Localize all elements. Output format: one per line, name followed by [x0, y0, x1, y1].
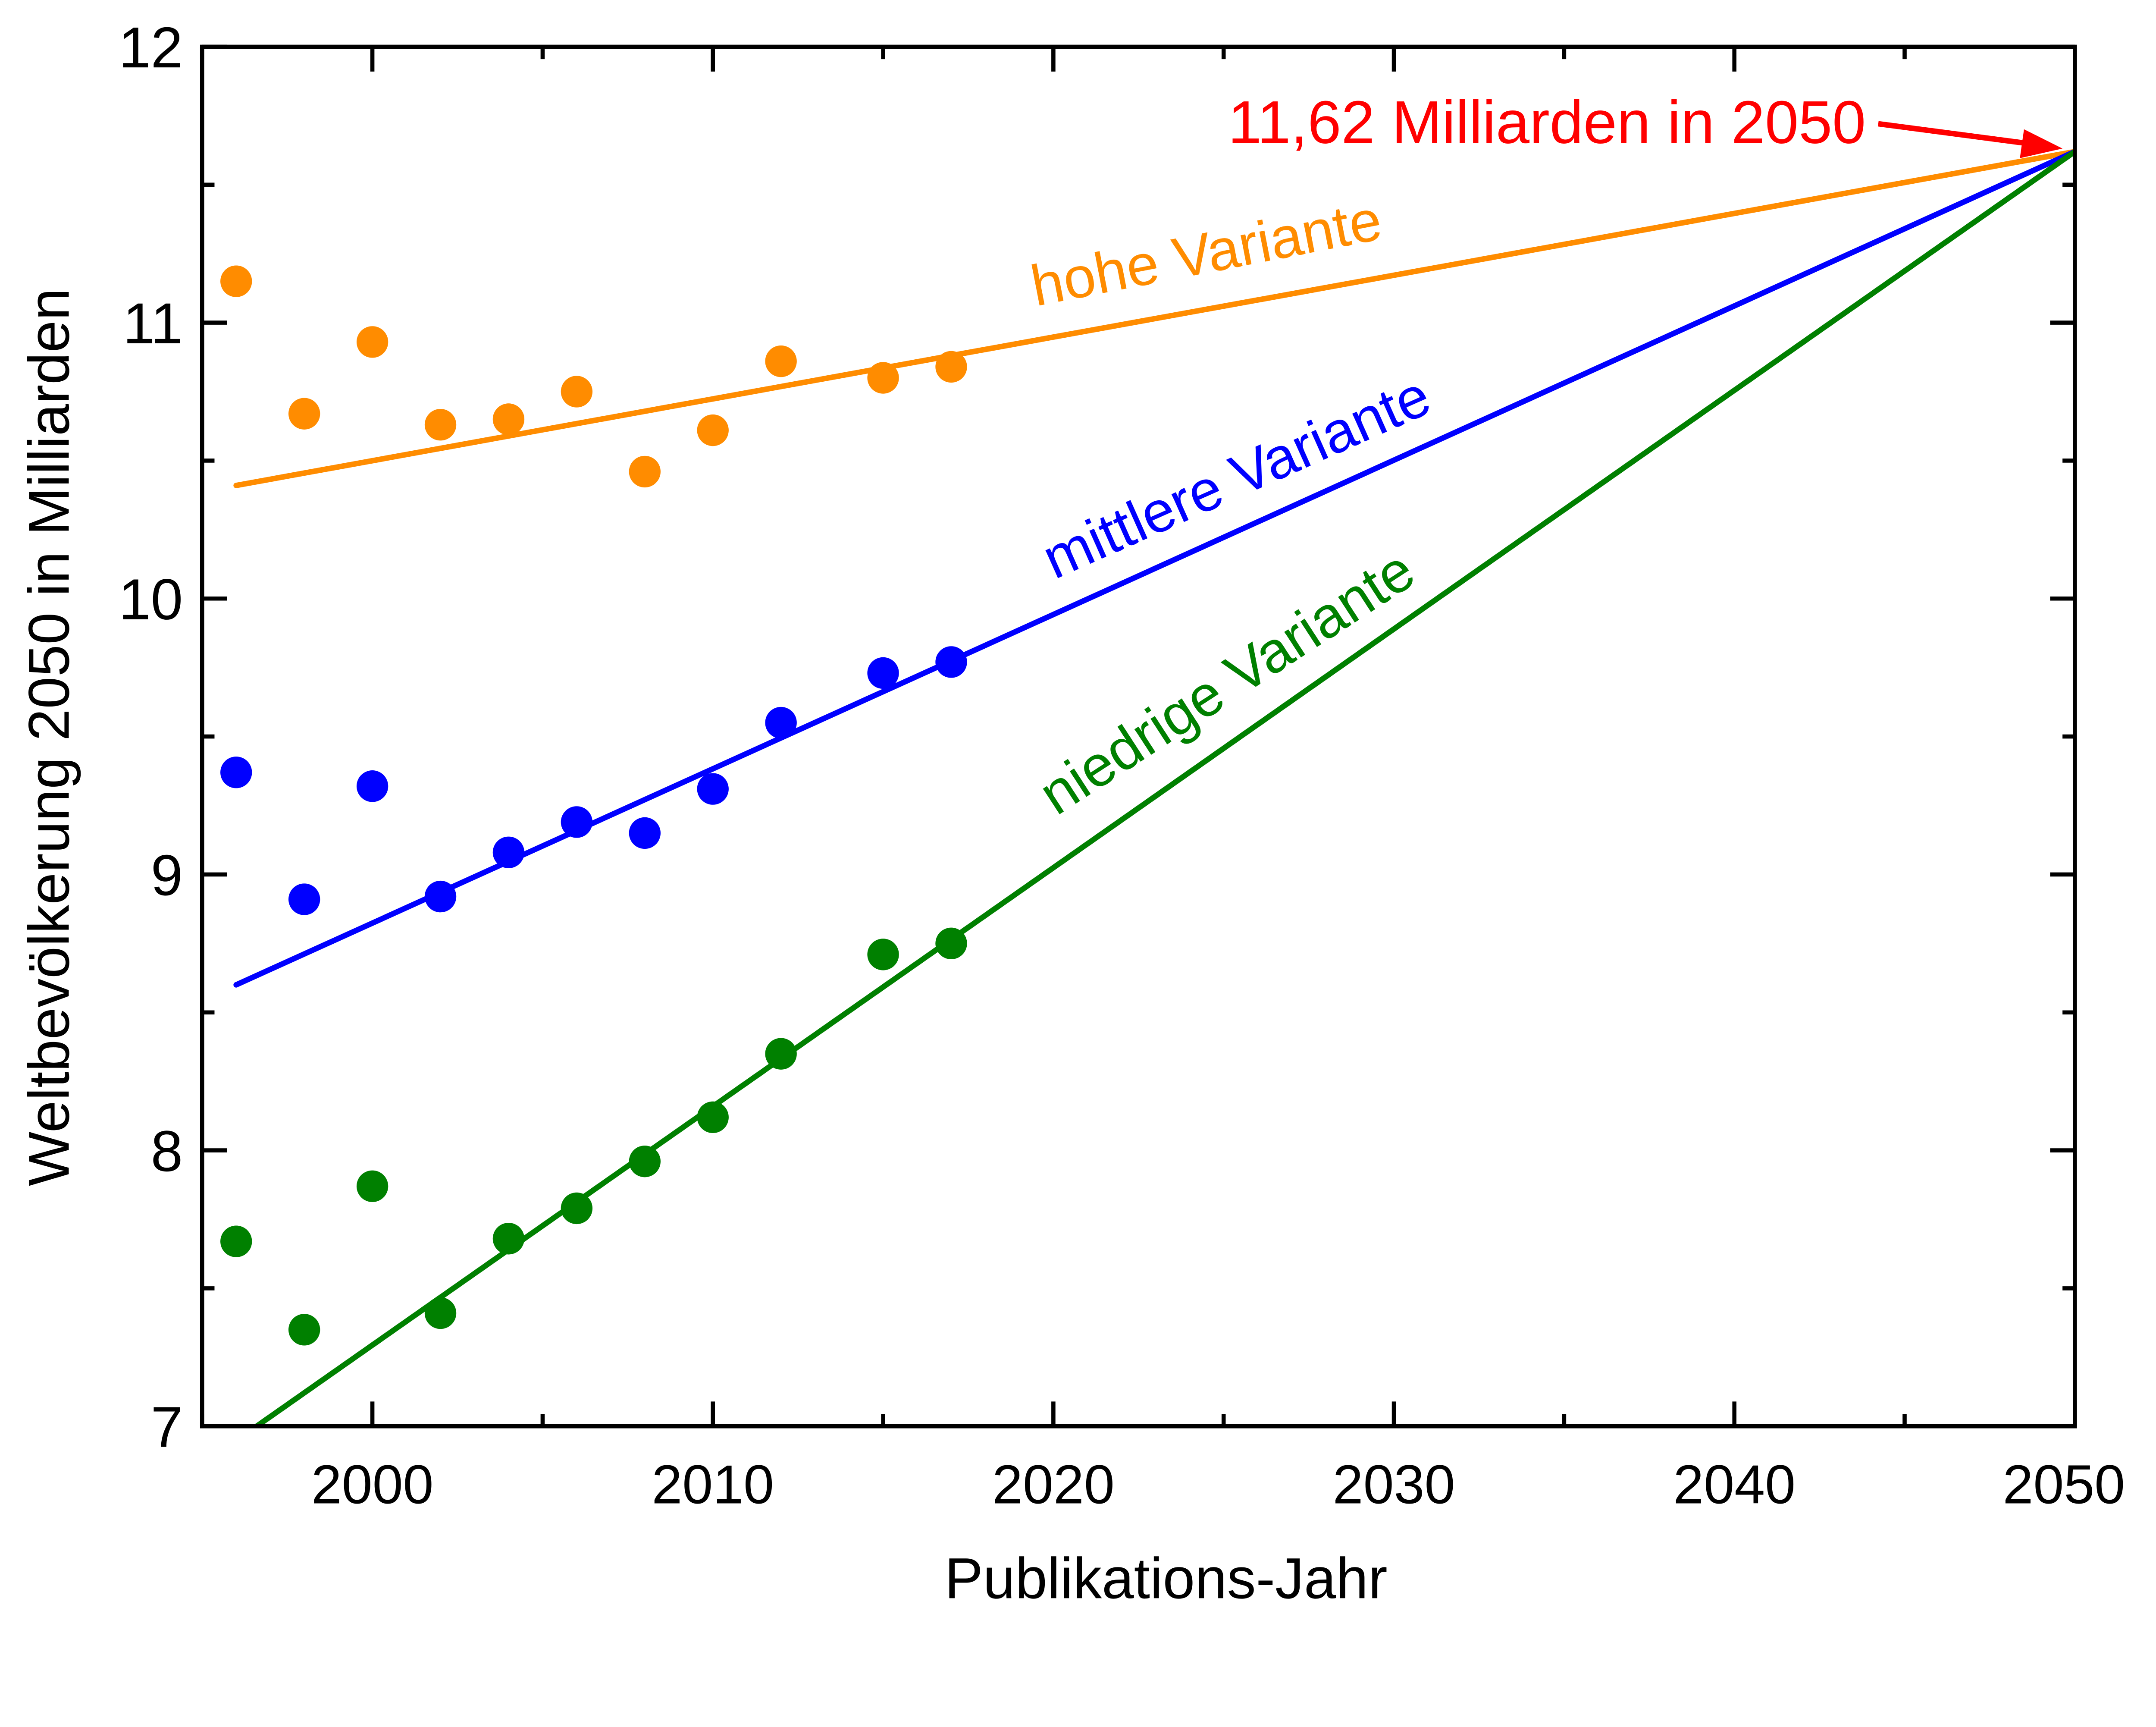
data-point-2-10 [935, 927, 967, 960]
y-tick-label: 11 [123, 292, 183, 356]
data-point-2-8 [765, 1038, 797, 1070]
data-point-0-7 [697, 414, 729, 446]
trend-line-1 [233, 149, 2075, 988]
series-label-niedrige: niedrige Variante [1028, 537, 1426, 827]
x-tick-label: 2020 [992, 1454, 1115, 1515]
y-tick-label: 8 [151, 1119, 183, 1184]
data-point-0-10 [935, 351, 967, 383]
data-point-1-7 [697, 773, 729, 805]
data-point-2-1 [288, 1314, 320, 1346]
data-point-2-2 [356, 1170, 389, 1202]
y-tick-label: 7 [151, 1395, 183, 1460]
data-point-1-6 [629, 817, 661, 849]
y-tick-label: 12 [119, 16, 183, 80]
data-point-2-4 [492, 1223, 525, 1255]
axes: 2000 2010 2020 2030 2040 2050 7 8 9 10 11 12 [119, 16, 2125, 1515]
data-point-0-8 [765, 345, 797, 377]
x-tick-label: 2030 [1333, 1454, 1455, 1515]
data-point-1-1 [288, 883, 320, 915]
data-point-1-0 [220, 757, 252, 788]
data-point-1-5 [561, 806, 593, 838]
data-point-2-9 [867, 939, 899, 970]
data-point-0-9 [867, 362, 899, 394]
data-point-0-1 [288, 398, 320, 430]
data-point-2-5 [561, 1192, 593, 1225]
y-axis-label: Weltbevölkerung 2050 in Milliarden [17, 288, 81, 1186]
y-tick-label: 9 [151, 843, 183, 907]
data-point-2-7 [697, 1101, 729, 1133]
data-point-2-6 [629, 1145, 661, 1178]
data-point-0-5 [561, 376, 593, 408]
annotation-arrow [1878, 121, 2063, 158]
trend-line-2 [254, 149, 2075, 1426]
data-point-1-2 [356, 770, 389, 802]
annotation-text: 11,62 Milliarden in 2050 [1228, 88, 1866, 156]
data-point-0-4 [492, 403, 525, 435]
data-point-1-3 [424, 880, 457, 913]
series-label-hohe: hohe Variante [1026, 188, 1387, 318]
x-tick-label: 2010 [652, 1454, 774, 1515]
x-tick-label: 2040 [1673, 1454, 1796, 1515]
x-axis-label: Publikations-Jahr [945, 1546, 1388, 1611]
data-point-2-3 [424, 1297, 457, 1329]
x-tick-label: 2050 [2002, 1454, 2125, 1515]
x-tick-label: 2000 [311, 1454, 434, 1515]
data-point-1-9 [867, 657, 899, 689]
data-point-1-10 [935, 646, 967, 678]
plot-area [220, 149, 2075, 1426]
data-point-0-3 [424, 409, 457, 441]
data-point-0-6 [629, 455, 661, 488]
data-point-1-8 [765, 706, 797, 739]
data-point-0-2 [356, 326, 389, 358]
data-point-0-0 [220, 265, 252, 297]
data-point-1-4 [492, 836, 525, 868]
y-tick-label: 10 [119, 568, 183, 632]
data-point-2-0 [220, 1225, 252, 1257]
trend-line-0 [233, 149, 2075, 488]
series-group [220, 149, 2075, 1426]
chart: 2000 2010 2020 2030 2040 2050 7 8 9 10 11 12 Publik… [17, 16, 2125, 1611]
